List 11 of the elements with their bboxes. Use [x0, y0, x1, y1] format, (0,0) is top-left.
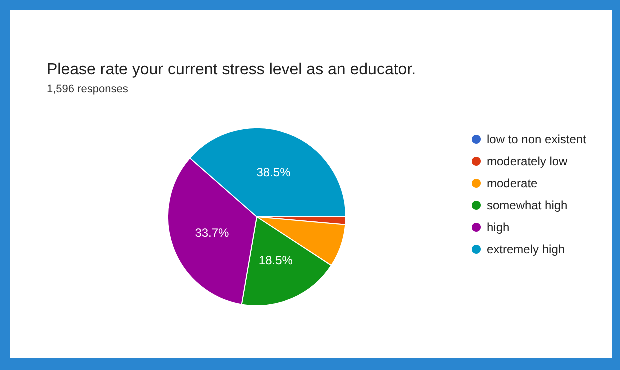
legend-label: extremely high	[487, 242, 566, 256]
legend-label: high	[487, 220, 510, 234]
legend-label: moderate	[487, 176, 538, 190]
data-label: 33.7%	[195, 226, 230, 240]
legend-label: moderately low	[487, 154, 568, 168]
chart-title: Please rate your current stress level as an educator.	[47, 62, 416, 78]
data-label: 38.5%	[256, 166, 292, 180]
chart-subtitle: 1,596 responses	[47, 84, 129, 96]
legend-label: low to non existent	[487, 132, 588, 146]
data-label: 18.5%	[258, 254, 294, 268]
legend-label: somewhat high	[487, 198, 568, 212]
